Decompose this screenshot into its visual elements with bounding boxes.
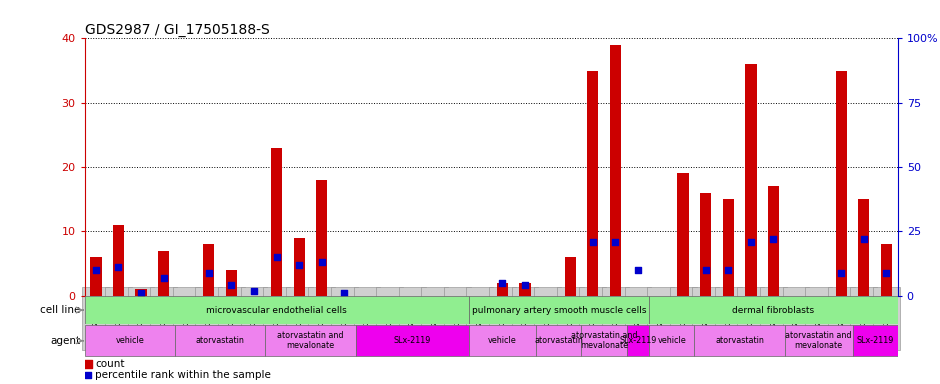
Point: [291, 262, 306, 268]
Bar: [853, 325, 898, 356]
Text: atorvastatin and
mevalonate: atorvastatin and mevalonate: [571, 331, 637, 351]
Bar: [582, 325, 627, 356]
Text: dermal fibroblasts: dermal fibroblasts: [732, 306, 815, 314]
Point: [156, 275, 171, 281]
Bar: [293, 238, 305, 296]
Point: [744, 238, 759, 245]
Bar: [723, 199, 734, 296]
Bar: [836, 71, 847, 296]
Point: [201, 270, 216, 276]
Text: atorvastatin and
mevalonate: atorvastatin and mevalonate: [786, 331, 852, 351]
Point: [631, 267, 646, 273]
Point: [721, 267, 736, 273]
Text: pulmonary artery smooth muscle cells: pulmonary artery smooth muscle cells: [472, 306, 646, 314]
Text: atorvastatin: atorvastatin: [535, 336, 584, 345]
Bar: [468, 296, 650, 324]
Text: microvascular endothelial cells: microvascular endothelial cells: [206, 306, 347, 314]
Point: [766, 236, 781, 242]
Point: [518, 282, 533, 288]
Bar: [226, 270, 237, 296]
Bar: [85, 325, 175, 356]
Point: [111, 264, 126, 270]
Bar: [537, 325, 582, 356]
Point: [269, 254, 284, 260]
Text: count: count: [95, 359, 124, 369]
Point: [314, 259, 329, 265]
Bar: [316, 180, 327, 296]
Bar: [588, 71, 599, 296]
Text: vehicle: vehicle: [657, 336, 686, 345]
Bar: [881, 244, 892, 296]
Text: vehicle: vehicle: [116, 336, 144, 345]
Bar: [85, 296, 468, 324]
Bar: [565, 257, 576, 296]
Text: atorvastatin: atorvastatin: [715, 336, 764, 345]
Bar: [135, 289, 147, 296]
Bar: [858, 199, 870, 296]
Bar: [113, 225, 124, 296]
Bar: [650, 325, 695, 356]
Text: SLx-2119: SLx-2119: [394, 336, 431, 345]
Bar: [520, 283, 531, 296]
Point: [586, 238, 601, 245]
Point: [608, 238, 623, 245]
Bar: [650, 296, 898, 324]
Bar: [745, 64, 757, 296]
Text: GDS2987 / GI_17505188-S: GDS2987 / GI_17505188-S: [85, 23, 270, 37]
Text: atorvastatin and
mevalonate: atorvastatin and mevalonate: [277, 331, 344, 351]
Point: [337, 290, 352, 296]
Bar: [768, 186, 779, 296]
Bar: [610, 45, 621, 296]
Bar: [265, 325, 355, 356]
Bar: [700, 193, 712, 296]
Bar: [175, 325, 265, 356]
Text: cell line: cell line: [40, 305, 81, 315]
Text: atorvastatin: atorvastatin: [196, 336, 244, 345]
Text: agent: agent: [51, 336, 81, 346]
Point: [346, 319, 361, 326]
Point: [698, 267, 713, 273]
Point: [246, 288, 261, 294]
Bar: [497, 283, 509, 296]
Bar: [271, 148, 282, 296]
Bar: [355, 325, 468, 356]
Point: [88, 267, 103, 273]
Text: SLx-2119: SLx-2119: [856, 336, 894, 345]
Bar: [158, 251, 169, 296]
Bar: [785, 325, 853, 356]
Point: [856, 236, 871, 242]
Point: [224, 282, 239, 288]
Point: [879, 270, 894, 276]
Point: [346, 215, 361, 221]
Bar: [90, 257, 102, 296]
Text: percentile rank within the sample: percentile rank within the sample: [95, 370, 271, 380]
Bar: [678, 174, 689, 296]
Bar: [468, 325, 537, 356]
Point: [133, 290, 149, 296]
Bar: [695, 325, 785, 356]
Text: vehicle: vehicle: [488, 336, 517, 345]
Point: [495, 280, 510, 286]
Bar: [203, 244, 214, 296]
Point: [834, 270, 849, 276]
Text: SLx-2119: SLx-2119: [619, 336, 657, 345]
Bar: [627, 325, 650, 356]
